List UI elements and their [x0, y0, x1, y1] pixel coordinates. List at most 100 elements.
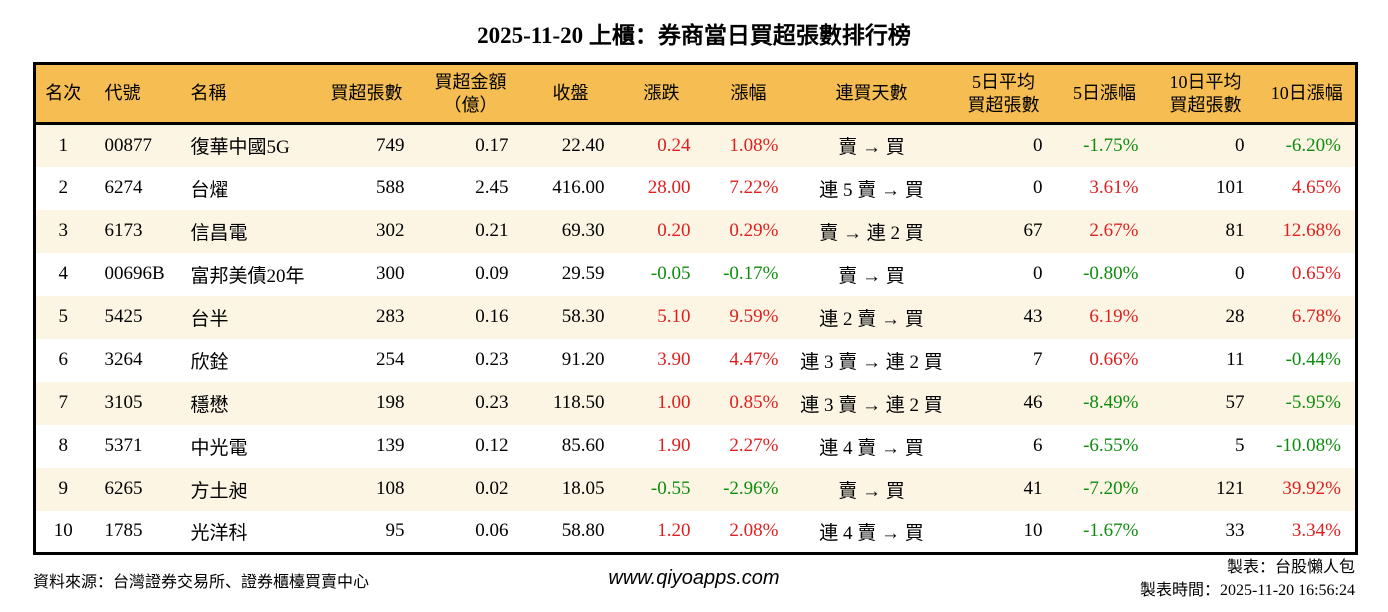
cell-change: 1.20: [657, 520, 691, 542]
cell-change-pct: 0.29%: [729, 220, 779, 241]
table-row: 10 1785 光洋科 95 0.06 58.80 1.20 2.08% 連 4 賣 → 買 10…: [35, 511, 1357, 554]
table-row: 5 5425 台半 283 0.16 58.30 5.10 9.59% 連 2 賣 → 買 43 6…: [34, 295, 1357, 339]
column-header-code: 代號: [90, 63, 177, 125]
cell-name: 復華中國5G: [190, 137, 290, 159]
table-row: 8 5371 中光電 139 0.12 85.60 1.90 2.27% 連 4 賣 → 買 6 -…: [35, 425, 1357, 468]
cell-10d-avg-net-buy: 0: [1235, 134, 1245, 156]
cell-5d-avg-net-buy: 7: [1033, 349, 1043, 370]
cell-name: 方土昶: [190, 480, 248, 502]
cell-10d-avg-net-buy: 5: [1235, 435, 1245, 456]
cell-10d-avg-net-buy: 101: [1216, 177, 1245, 198]
cell-net-buy-volume: 95: [385, 520, 405, 542]
cell-name: 台燿: [190, 179, 229, 201]
cell-5d-change-pct: 6.19%: [1089, 306, 1139, 327]
cell-name: 信昌電: [190, 222, 248, 244]
cell-close: 85.60: [561, 435, 605, 456]
cell-10d-avg-net-buy: 11: [1226, 349, 1245, 370]
column-header-close: 收盤: [522, 63, 619, 125]
cell-change-pct: -0.17%: [723, 263, 779, 284]
cell-10d-change-pct: 0.65%: [1291, 263, 1341, 284]
cell-net-buy-amount: 0.17: [475, 134, 509, 156]
cell-5d-avg-net-buy: 0: [1033, 263, 1043, 284]
cell-5d-change-pct: 3.61%: [1089, 177, 1139, 198]
cell-5d-change-pct: -7.20%: [1083, 478, 1139, 499]
cell-10d-change-pct: 3.34%: [1291, 520, 1341, 542]
cell-5d-avg-net-buy: 41: [1023, 478, 1043, 499]
cell-10d-avg-net-buy: 81: [1225, 220, 1245, 241]
cell-5d-avg-net-buy: 6: [1033, 435, 1043, 456]
table-row: 6 3264 欣銓 254 0.23 91.20 3.90 4.47% 連 3 賣 → 連 2 …: [35, 339, 1357, 382]
data-source-note: 資料來源：台灣證券交易所、證券櫃檯買賣中心: [33, 574, 370, 591]
cell-change-pct: 9.59%: [729, 306, 779, 327]
cell-10d-change-pct: -10.08%: [1276, 435, 1341, 456]
cell-change: 1.90: [657, 435, 691, 456]
cell-rank: 10: [53, 520, 73, 542]
cell-code: 6173: [104, 220, 143, 241]
cell-close: 118.50: [552, 392, 605, 413]
cell-code: 00877: [104, 134, 153, 156]
cell-change-pct: 2.08%: [729, 520, 779, 542]
column-header-consecutive-buy-days: 連買天數: [792, 63, 951, 125]
column-header-10d-avg-net-buy: 10日平均 買超張數: [1152, 63, 1259, 125]
cell-net-buy-volume: 302: [376, 220, 405, 241]
cell-net-buy-volume: 108: [376, 478, 405, 499]
cell-change-pct: 4.47%: [729, 349, 779, 370]
cell-net-buy-volume: 254: [376, 349, 405, 370]
cell-10d-change-pct: 4.65%: [1291, 177, 1341, 198]
cell-net-buy-amount: 0.06: [475, 520, 509, 542]
cell-net-buy-volume: 139: [376, 435, 405, 456]
column-header-10d-change-pct: 10日漲幅: [1258, 63, 1357, 125]
table-row: 1 00877 復華中國5G 749 0.17 22.40 0.24 1.08% 賣 → 買 0 -…: [34, 123, 1357, 167]
cell-net-buy-amount: 0.09: [475, 263, 509, 284]
cell-change-pct: -2.96%: [723, 478, 779, 499]
cell-rank: 4: [58, 263, 69, 284]
cell-10d-avg-net-buy: 33: [1225, 520, 1245, 542]
column-header-net-buy-volume: 買超張數: [314, 63, 419, 125]
table-row: 7 3105 穩懋 198 0.23 118.50 1.00 0.85% 連 3 賣 → 連 2…: [34, 381, 1357, 425]
cell-name: 中光電: [190, 437, 248, 459]
column-header-rank: 名次: [34, 63, 91, 125]
maker-label: 製表：台股懶人包: [1226, 559, 1355, 576]
cell-change: -0.05: [650, 263, 691, 284]
cell-consecutive-buy-days: 連 4 賣 → 買: [819, 522, 924, 544]
cell-consecutive-buy-days: 賣 → 買: [838, 137, 905, 159]
cell-name: 穩懋: [190, 394, 229, 416]
cell-consecutive-buy-days: 連 3 賣 → 連 2 買: [800, 394, 943, 416]
header-row: 名次 代號 名稱 買超張數 買超金額 （億） 收盤 漲跌 漲幅 連買天數 5日平…: [34, 63, 1357, 125]
cell-code: 5371: [104, 435, 143, 456]
cell-net-buy-amount: 2.45: [475, 177, 509, 198]
cell-consecutive-buy-days: 連 2 賣 → 買: [819, 308, 924, 330]
cell-code: 5425: [104, 306, 143, 327]
cell-5d-avg-net-buy: 0: [1033, 134, 1043, 156]
column-header-change: 漲跌: [618, 63, 705, 125]
cell-consecutive-buy-days: 連 5 賣 → 買: [819, 179, 924, 201]
page-title: 2025-11-20 上櫃：券商當日買超張數排行榜: [477, 23, 911, 48]
cell-net-buy-volume: 588: [376, 177, 405, 198]
cell-5d-change-pct: -6.55%: [1083, 435, 1139, 456]
cell-name: 富邦美債20年: [190, 265, 305, 287]
cell-5d-avg-net-buy: 46: [1023, 392, 1043, 413]
cell-change: 28.00: [647, 177, 691, 198]
cell-5d-change-pct: -1.67%: [1083, 520, 1139, 542]
cell-consecutive-buy-days: 賣 → 連 2 買: [819, 222, 924, 244]
cell-5d-avg-net-buy: 0: [1033, 177, 1043, 198]
cell-name: 欣銓: [190, 351, 229, 373]
cell-code: 3264: [104, 349, 143, 370]
cell-10d-avg-net-buy: 121: [1216, 478, 1245, 499]
table-row: 2 6274 台燿 588 2.45 416.00 28.00 7.22% 連 5 賣 → 買 0…: [35, 167, 1357, 210]
cell-rank: 1: [58, 134, 69, 156]
cell-consecutive-buy-days: 連 3 賣 → 連 2 買: [800, 351, 943, 373]
cell-10d-avg-net-buy: 28: [1225, 306, 1245, 327]
cell-10d-change-pct: 39.92%: [1282, 478, 1341, 499]
cell-rank: 6: [58, 349, 69, 370]
table-row: 9 6265 方土昶 108 0.02 18.05 -0.55 -2.96% 賣 → 買 41 -7…: [34, 467, 1357, 511]
cell-10d-change-pct: -5.95%: [1285, 392, 1341, 413]
cell-10d-change-pct: 12.68%: [1282, 220, 1341, 241]
cell-net-buy-amount: 0.16: [475, 306, 509, 327]
cell-code: 6265: [104, 478, 143, 499]
cell-close: 29.59: [561, 263, 605, 284]
website-url: www.qiyoapps.com: [608, 567, 780, 589]
cell-rank: 2: [58, 177, 69, 198]
cell-change-pct: 0.85%: [729, 392, 779, 413]
table-row: 3 6173 信昌電 302 0.21 69.30 0.20 0.29% 賣 → 連 2 買 67…: [34, 209, 1357, 253]
